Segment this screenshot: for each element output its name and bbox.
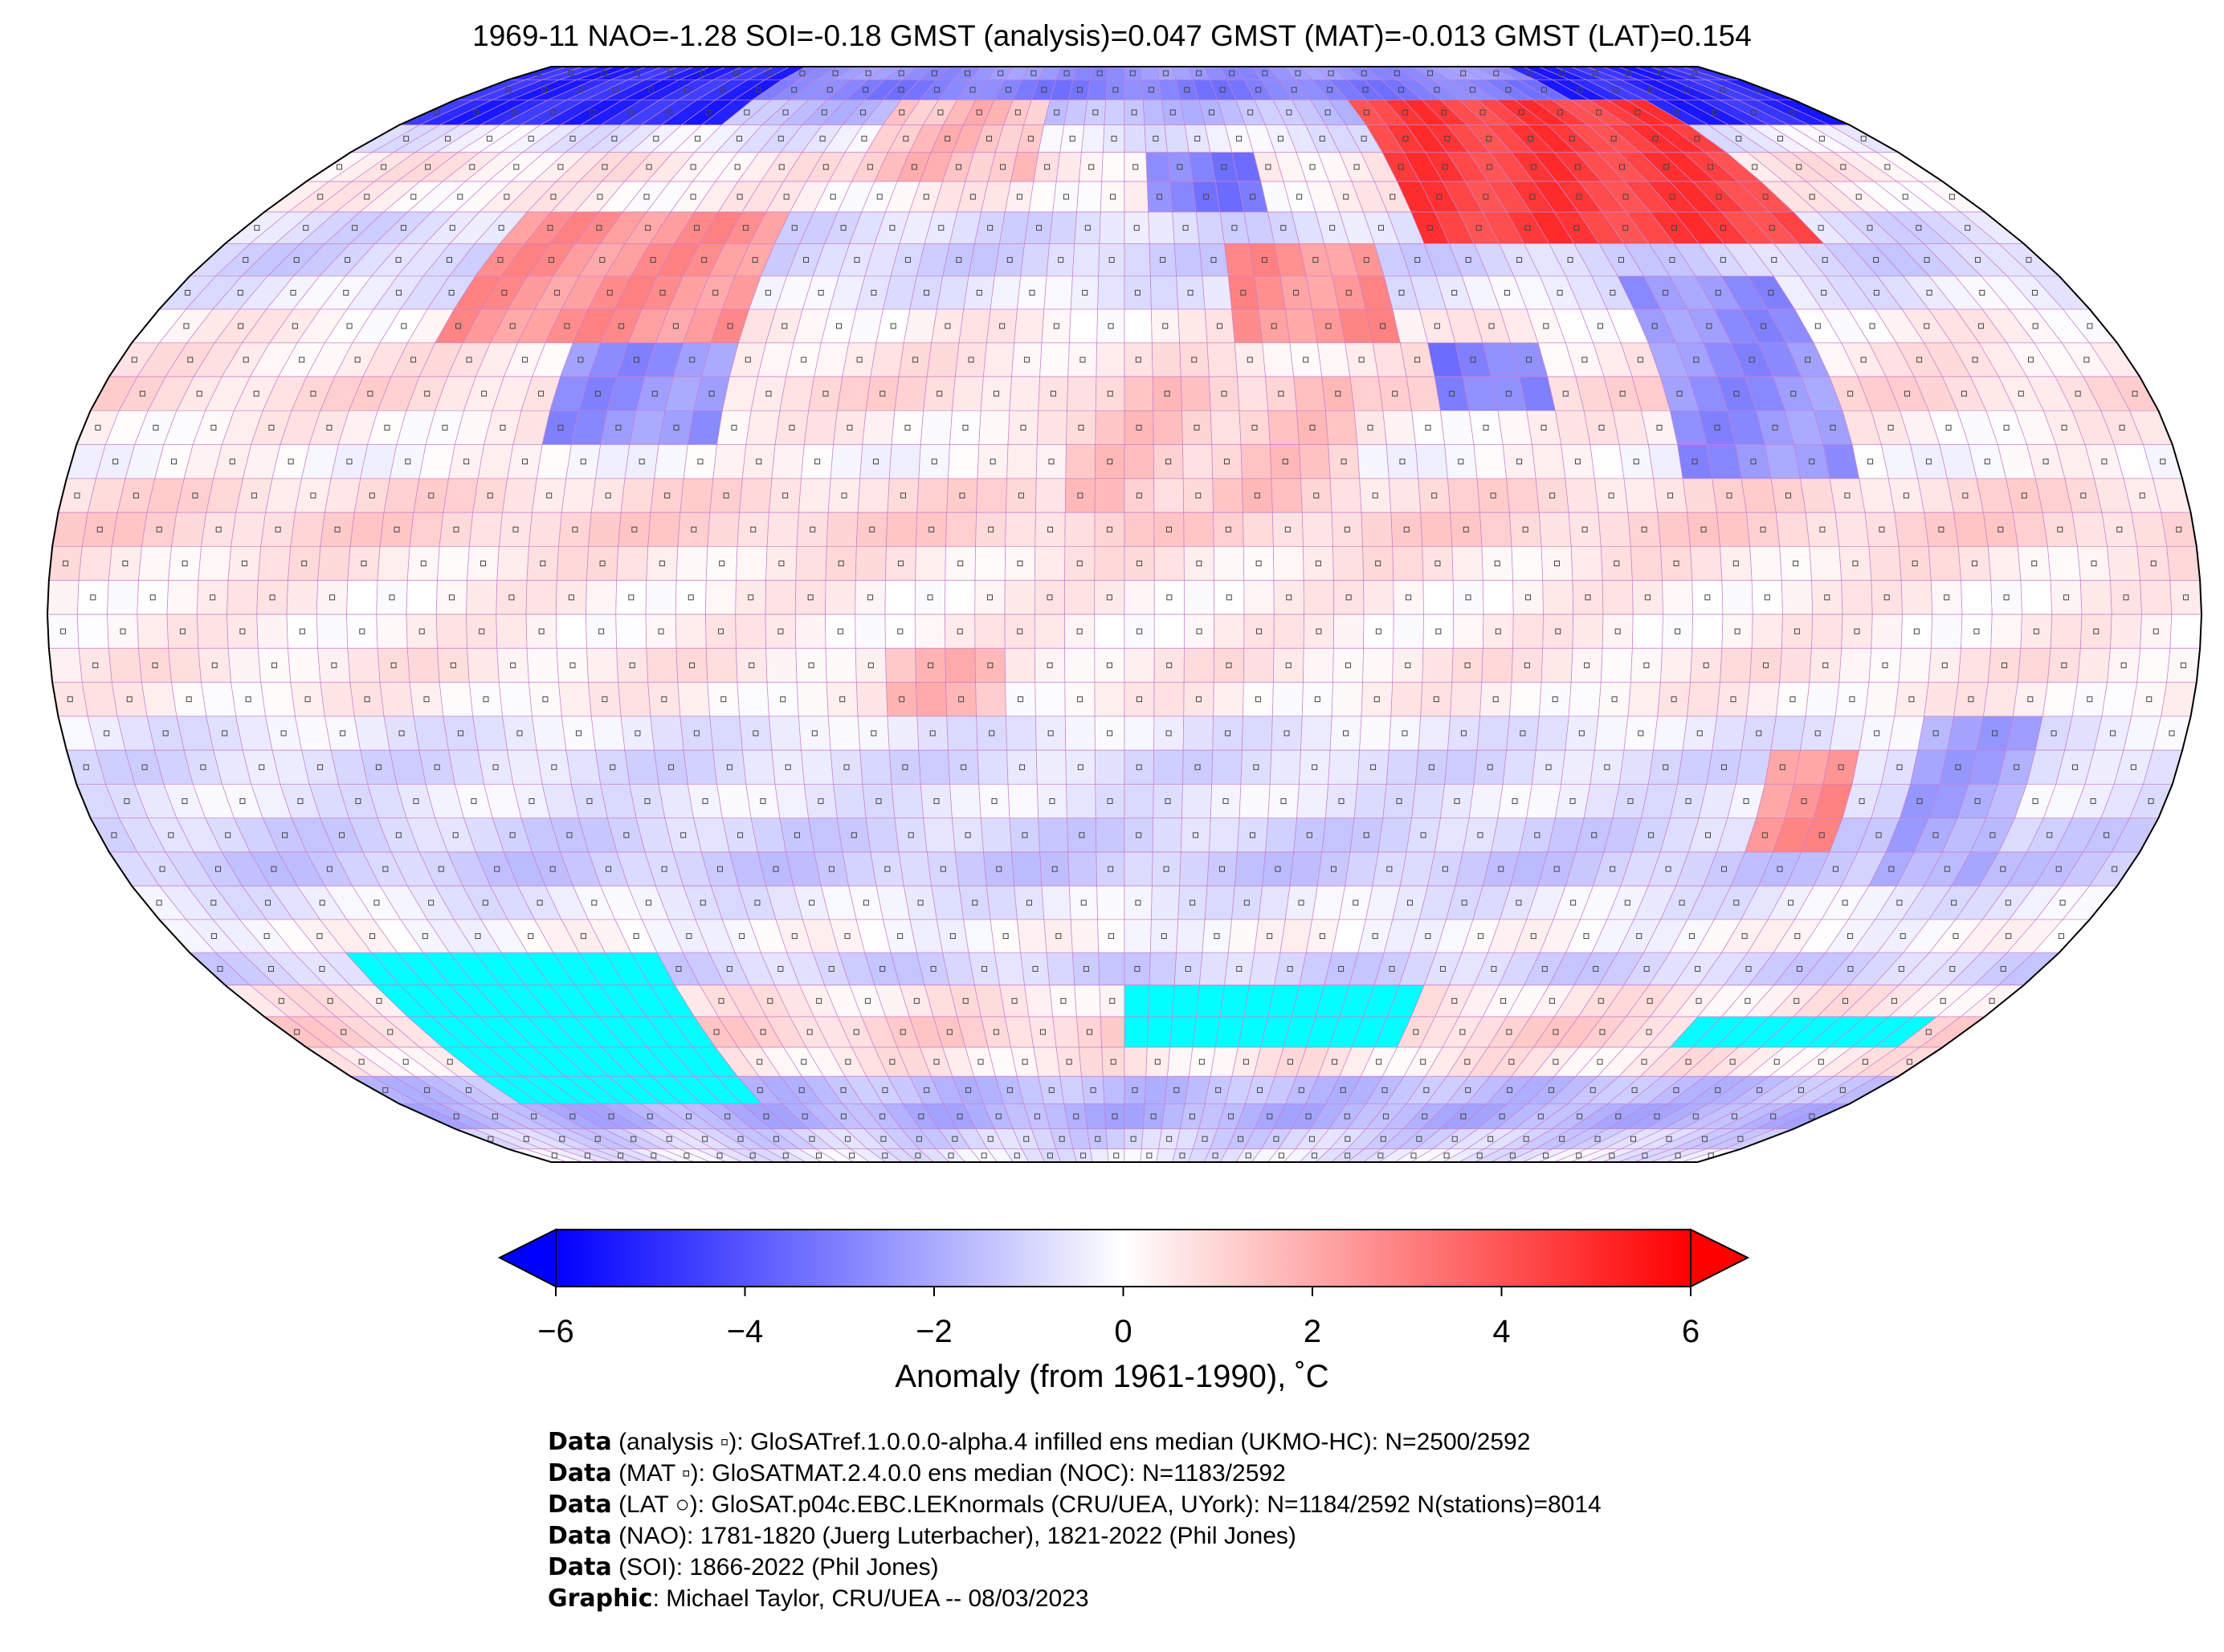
footer-line: Data (MAT ▫): GloSATMAT.2.4.0.0 ens medi… (548, 1459, 1286, 1487)
data-credits: Data (analysis ▫): GloSATref.1.0.0.0-alp… (548, 1426, 1602, 1614)
colorbar-tick-label: −6 (537, 1314, 574, 1349)
colorbar (497, 1228, 1750, 1296)
colorbar-tick-label: −4 (726, 1314, 764, 1349)
grid-cells (47, 66, 2202, 1163)
footer-line: Graphic: Michael Taylor, CRU/UEA -- 08/0… (548, 1585, 1089, 1613)
colorbar-tick-label: −2 (916, 1314, 953, 1349)
colorbar-tick-label: 0 (1114, 1314, 1132, 1349)
colorbar-label: Anomaly (from 1961-1990), ˚C (895, 1359, 1329, 1394)
footer-line: Data (NAO): 1781-1820 (Juerg Luterbacher… (548, 1522, 1296, 1550)
colorbar-tick-label: 6 (1681, 1314, 1700, 1349)
colorbar-extend-high (1690, 1228, 1750, 1288)
colorbar-tick-label: 2 (1303, 1314, 1322, 1349)
anomaly-map (46, 66, 2203, 1163)
footer-line: Data (analysis ▫): GloSATref.1.0.0.0-alp… (548, 1428, 1531, 1456)
footer-line: Data (SOI): 1866-2022 (Phil Jones) (548, 1553, 939, 1581)
colorbar-gradient (555, 1229, 1691, 1287)
colorbar-extend-low (497, 1228, 557, 1288)
chart-title: 1969-11 NAO=-1.28 SOI=-0.18 GMST (analys… (472, 19, 1752, 52)
footer-line: Data (LAT ○): GloSAT.p04c.EBC.LEKnormals… (548, 1491, 1602, 1519)
colorbar-tick-label: 4 (1492, 1314, 1511, 1349)
